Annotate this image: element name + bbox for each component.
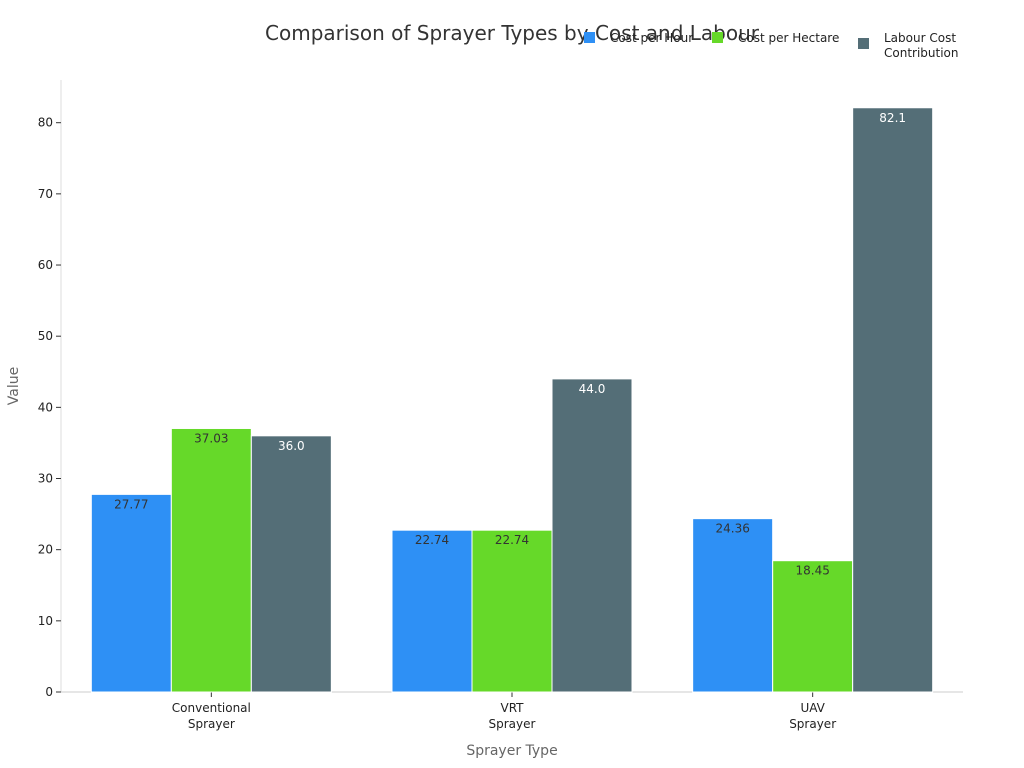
bar: [170, 427, 252, 693]
bar-value-label: 36.0: [278, 439, 305, 453]
bar: [250, 435, 332, 693]
y-tick-label: 10: [38, 614, 53, 628]
bar: [391, 529, 473, 693]
axes: 0 10 20 30 40 50 60 70 80 Conventional Sprayer VRT S…: [38, 80, 963, 731]
y-tick-label: 60: [38, 258, 53, 272]
legend-label: Cost per Hour: [610, 31, 693, 45]
y-tick-label: 80: [38, 116, 53, 130]
bar: [90, 493, 172, 693]
bar: [471, 529, 553, 693]
legend-swatch: [712, 32, 723, 43]
bar-value-label: 22.74: [495, 533, 529, 547]
x-tick-label: VRT Sprayer: [489, 701, 536, 731]
y-tick-label: 50: [38, 329, 53, 343]
chart-title: Comparison of Sprayer Types by Cost and …: [265, 21, 760, 45]
bar: [772, 560, 854, 693]
y-tick-label: 0: [45, 685, 53, 699]
legend-label: Labour Cost Contribution: [884, 31, 959, 60]
y-tick-label: 30: [38, 472, 53, 486]
bar-value-label: 24.36: [715, 522, 749, 536]
bar-value-label: 18.45: [795, 564, 829, 578]
legend: Cost per Hour Cost per Hectare Labour Cost…: [584, 31, 959, 60]
x-axis-title: Sprayer Type: [466, 743, 557, 759]
bar-value-label: 22.74: [415, 533, 449, 547]
y-axis-title: Value: [6, 367, 22, 405]
y-tick-label: 20: [38, 543, 53, 557]
legend-label: Cost per Hectare: [738, 31, 839, 45]
y-tick-label: 40: [38, 400, 53, 414]
legend-swatch: [858, 38, 869, 49]
bar-value-label: 37.03: [194, 431, 228, 445]
bar: [551, 378, 633, 693]
bar: [692, 518, 774, 693]
x-tick-label: UAV Sprayer: [789, 701, 836, 731]
legend-swatch: [584, 32, 595, 43]
bar-labels: 27.77 37.03 36.0 22.74 22.74 44.0 24.36 18.45 82…: [114, 111, 906, 578]
bar: [852, 107, 934, 693]
bar-value-label: 27.77: [114, 497, 148, 511]
bar-value-label: 82.1: [879, 111, 906, 125]
x-tick-label: Conventional Sprayer: [172, 701, 251, 731]
bar-value-label: 44.0: [579, 382, 606, 396]
bars: [90, 107, 934, 693]
y-tick-label: 70: [38, 187, 53, 201]
